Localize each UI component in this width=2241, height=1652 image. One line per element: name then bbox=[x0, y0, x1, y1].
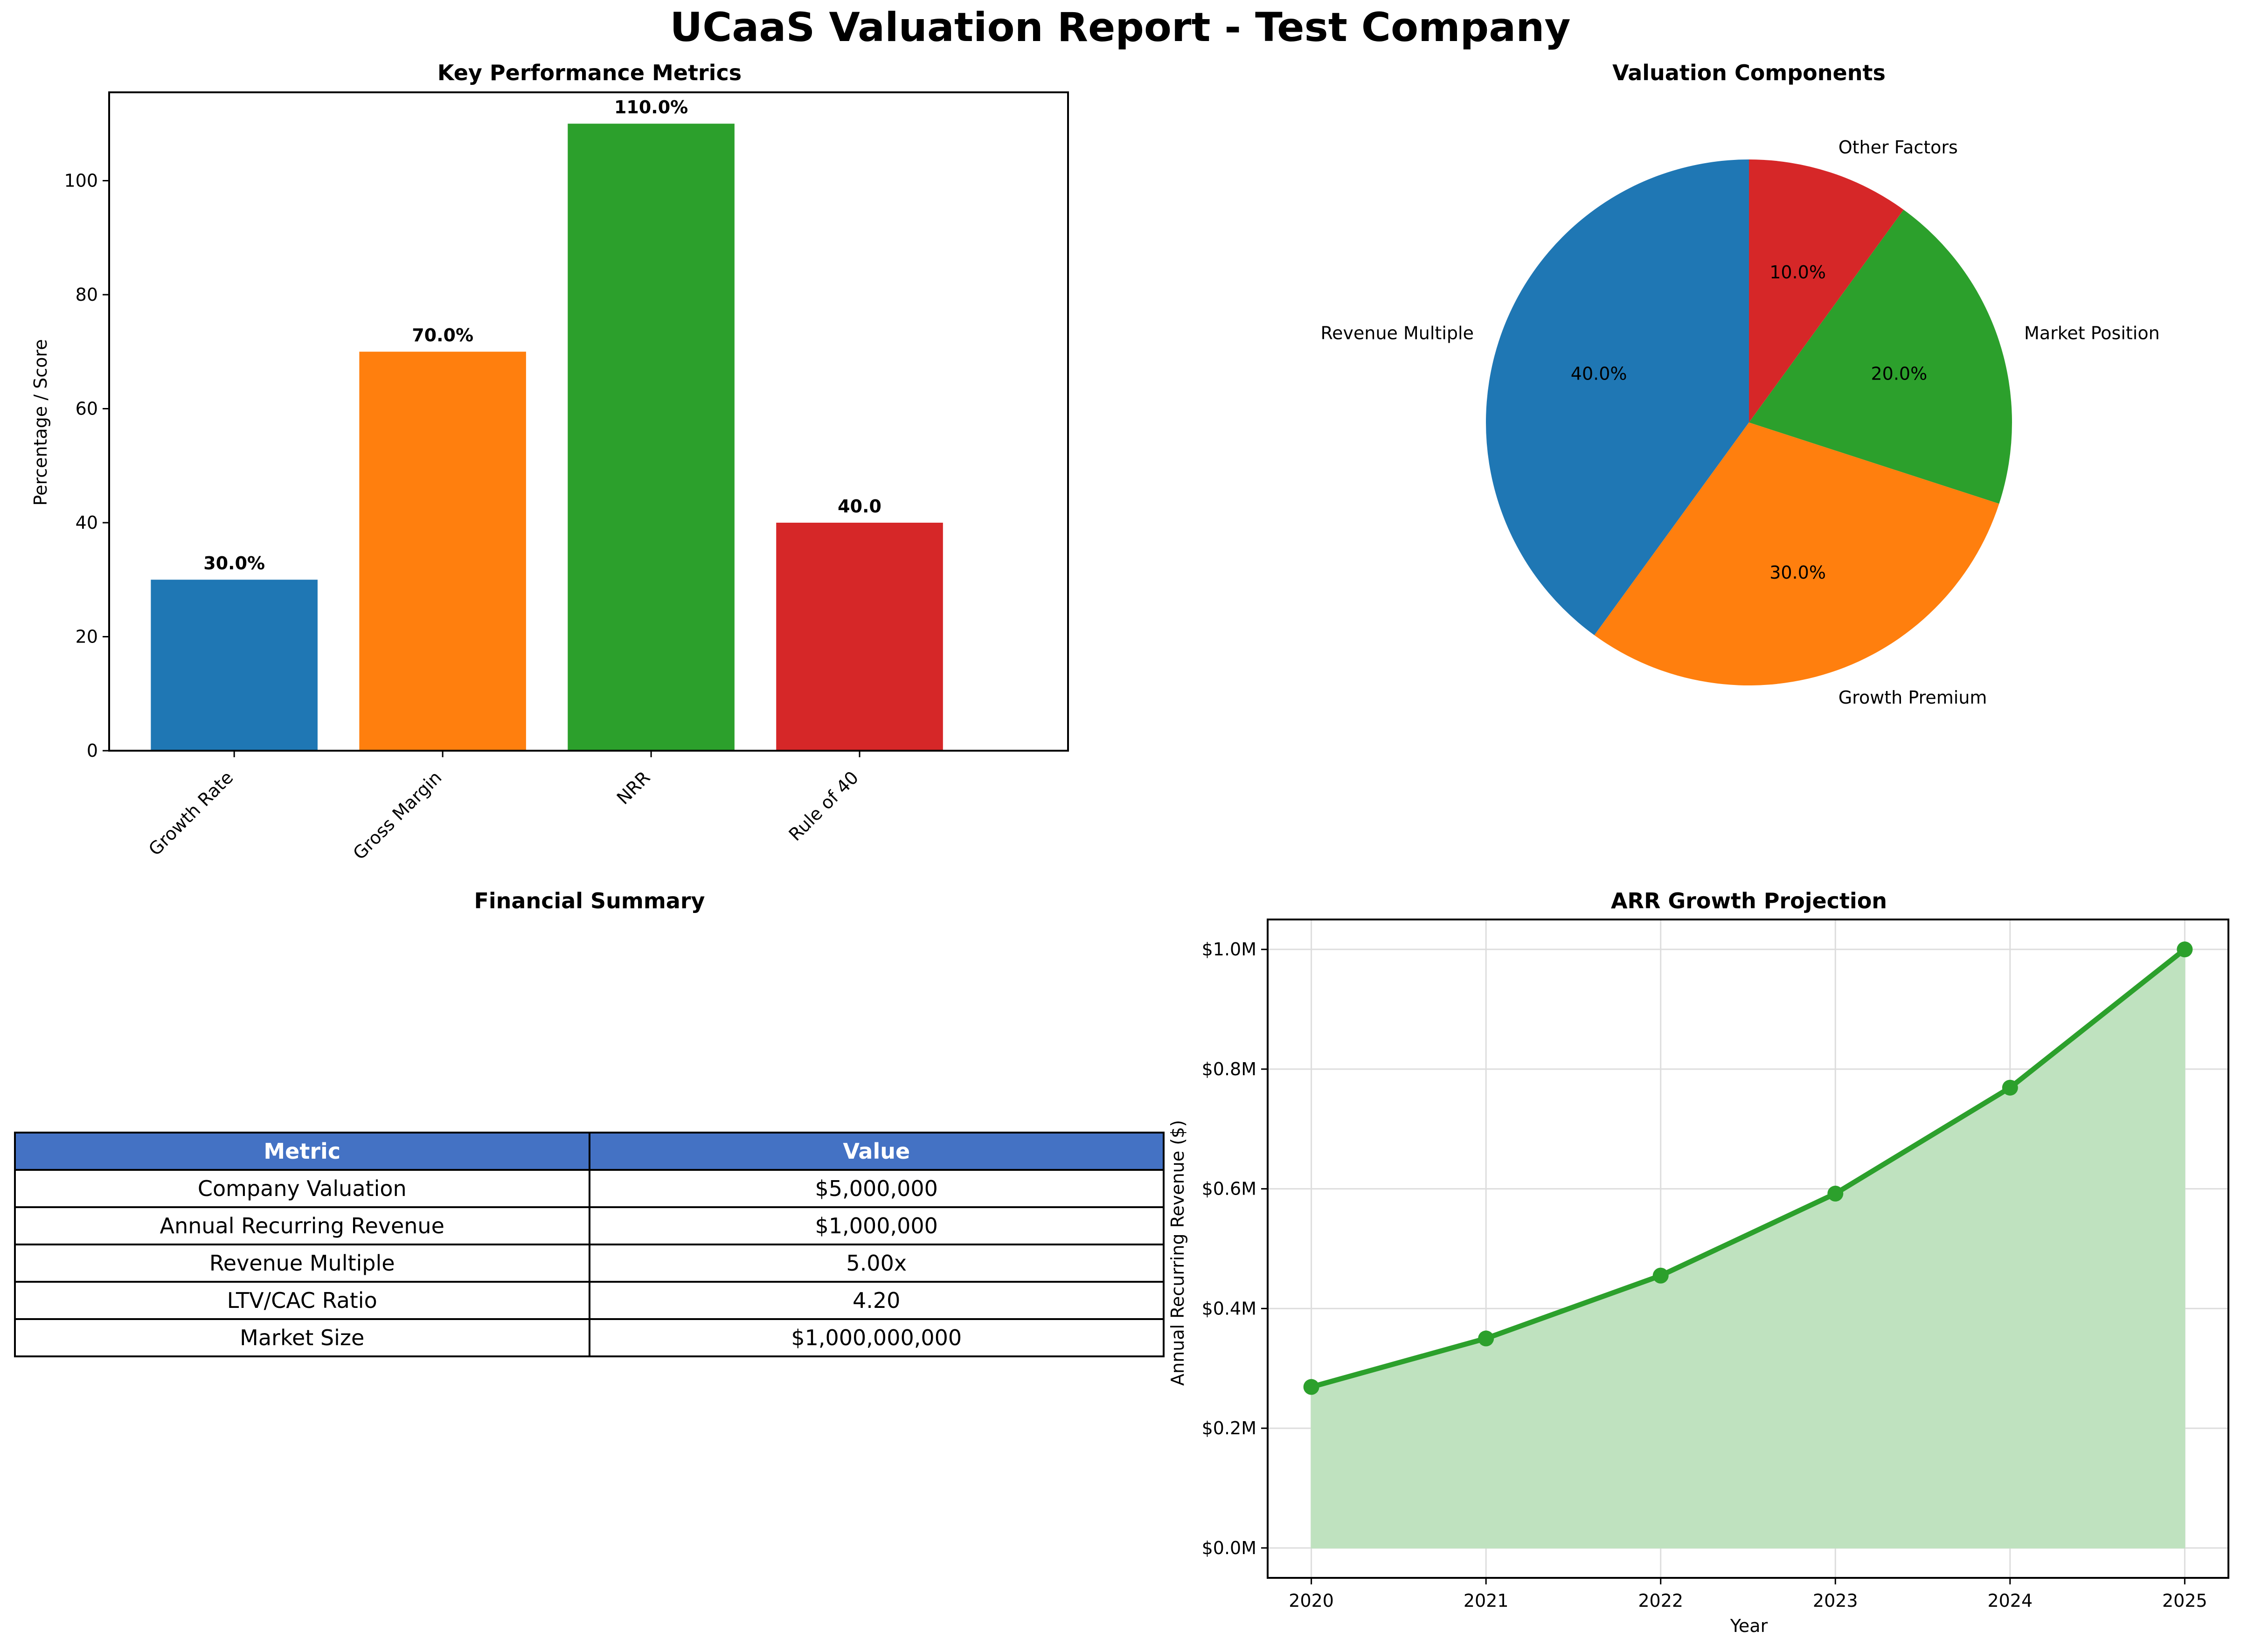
pie-slice bbox=[1486, 159, 1749, 636]
table-header-row: Metric Value bbox=[14, 1132, 1165, 1171]
financial-summary-table-wrap: Metric Value Company Valuation $5,000,00… bbox=[14, 1132, 1165, 1357]
area-y-tick-label: $0.6M bbox=[1202, 1179, 1256, 1199]
area-x-tick-label: 2025 bbox=[2162, 1590, 2207, 1611]
bar-y-tick-label: 0 bbox=[87, 740, 98, 761]
area-fill bbox=[1311, 948, 2185, 1548]
table-row: Market Size $1,000,000,000 bbox=[14, 1318, 1165, 1357]
area-point bbox=[1303, 1379, 1319, 1395]
bar-x-tick-label: Rule of 40 bbox=[785, 767, 863, 845]
figure-title: UCaaS Valuation Report - Test Company bbox=[670, 4, 1570, 51]
bar-x-tick-label: NRR bbox=[613, 767, 654, 809]
table-row: LTV/CAC Ratio 4.20 bbox=[14, 1281, 1165, 1320]
area-point bbox=[1478, 1330, 1494, 1347]
bar-y-tick-label: 40 bbox=[76, 512, 98, 533]
pie-slice bbox=[1594, 422, 1999, 686]
area-y-tick-label: $0.4M bbox=[1202, 1298, 1256, 1319]
pie-slice-label: Revenue Multiple bbox=[1320, 323, 1474, 343]
table-cell-value: 5.00x bbox=[588, 1244, 1165, 1283]
pie-slice-label: Other Factors bbox=[1839, 137, 1958, 158]
table-cell-metric: Annual Recurring Revenue bbox=[14, 1206, 590, 1245]
bar bbox=[568, 124, 735, 751]
bar bbox=[151, 580, 318, 751]
table-cell-value: $1,000,000,000 bbox=[588, 1318, 1165, 1357]
table-cell-metric: Revenue Multiple bbox=[14, 1244, 590, 1283]
pie-slice bbox=[1749, 159, 1904, 422]
table-title: Financial Summary bbox=[474, 888, 705, 913]
area-plot-frame bbox=[1267, 919, 2229, 1579]
bar-data-label: 110.0% bbox=[614, 97, 688, 118]
table-row: Revenue Multiple 5.00x bbox=[14, 1244, 1165, 1283]
pie-slice-label: Growth Premium bbox=[1839, 687, 1987, 708]
area-series-line bbox=[1311, 947, 2186, 1389]
pie-chart-title: Valuation Components bbox=[1612, 60, 1886, 85]
table-cell-metric: Market Size bbox=[14, 1318, 590, 1357]
bar-chart-title: Key Performance Metrics bbox=[437, 60, 742, 85]
table-cell-metric: Company Valuation bbox=[14, 1169, 590, 1208]
table-header-value: Value bbox=[588, 1132, 1165, 1171]
pie-pct-label: 20.0% bbox=[1871, 363, 1927, 384]
table-cell-value: 4.20 bbox=[588, 1281, 1165, 1320]
area-point bbox=[2002, 1079, 2018, 1096]
bar-data-label: 30.0% bbox=[203, 553, 265, 574]
bar-x-tick-label: Gross Margin bbox=[349, 767, 445, 864]
pie-chart-panel: Valuation Components 40.0% Revenue Multip… bbox=[1320, 60, 2159, 708]
area-x-tick-label: 2020 bbox=[1289, 1590, 1334, 1611]
area-y-tick-label: $0.0M bbox=[1202, 1538, 1256, 1558]
area-y-tick-label: $0.8M bbox=[1202, 1059, 1256, 1079]
pie-slice bbox=[1749, 209, 2012, 504]
pie-slice-label: Market Position bbox=[2024, 323, 2160, 343]
area-point bbox=[1652, 1267, 1669, 1284]
bar-data-label: 40.0 bbox=[838, 496, 881, 517]
area-chart-title: ARR Growth Projection bbox=[1611, 888, 1887, 913]
bar bbox=[359, 352, 526, 751]
area-chart-panel: ARR Growth Projection Year Annual Recurr… bbox=[1167, 888, 2229, 1636]
pie-pct-label: 10.0% bbox=[1769, 262, 1826, 283]
bar bbox=[776, 522, 943, 751]
area-x-tick-label: 2023 bbox=[1813, 1590, 1858, 1611]
bar-y-tick-label: 20 bbox=[76, 626, 98, 647]
pie-pct-label: 30.0% bbox=[1769, 562, 1826, 583]
table-cell-metric: LTV/CAC Ratio bbox=[14, 1281, 590, 1320]
area-point bbox=[2177, 941, 2193, 958]
table-cell-value: $5,000,000 bbox=[588, 1169, 1165, 1208]
area-point bbox=[1827, 1185, 1844, 1202]
bar-chart-panel: Key Performance Metrics Percentage / Sco… bbox=[30, 60, 1069, 864]
table-header-metric: Metric bbox=[14, 1132, 590, 1171]
pie-pct-label: 40.0% bbox=[1571, 363, 1627, 384]
bar-plot-frame bbox=[108, 91, 1069, 752]
financial-summary-table: Metric Value Company Valuation $5,000,00… bbox=[14, 1132, 1165, 1357]
area-y-tick-label: $0.2M bbox=[1202, 1418, 1256, 1438]
area-chart-xlabel: Year bbox=[1730, 1616, 1768, 1636]
area-x-tick-label: 2022 bbox=[1638, 1590, 1683, 1611]
area-x-tick-label: 2024 bbox=[1987, 1590, 2033, 1611]
table-row: Company Valuation $5,000,000 bbox=[14, 1169, 1165, 1208]
area-x-tick-label: 2021 bbox=[1464, 1590, 1509, 1611]
area-chart-ylabel: Annual Recurring Revenue ($) bbox=[1167, 1120, 1188, 1386]
area-y-tick-label: $1.0M bbox=[1202, 939, 1256, 960]
bar-y-tick-label: 100 bbox=[64, 170, 98, 191]
bar-chart-ylabel: Percentage / Score bbox=[30, 339, 51, 505]
bar-x-tick-label: Growth Rate bbox=[145, 767, 237, 860]
bar-y-tick-label: 80 bbox=[76, 284, 98, 305]
table-row: Annual Recurring Revenue $1,000,000 bbox=[14, 1206, 1165, 1245]
bar-data-label: 70.0% bbox=[412, 325, 473, 346]
table-cell-value: $1,000,000 bbox=[588, 1206, 1165, 1245]
bar-y-tick-label: 60 bbox=[76, 398, 98, 419]
